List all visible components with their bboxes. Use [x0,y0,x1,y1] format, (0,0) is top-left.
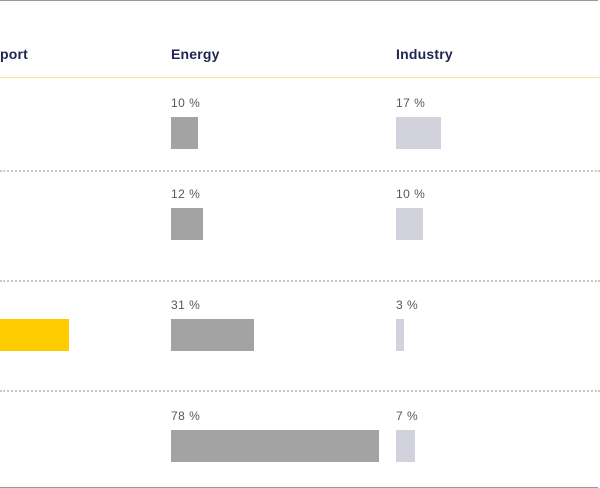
energy-value-label: 78 % [171,409,201,423]
industry-value-label: 17 % [396,96,426,110]
energy-bar [171,117,198,149]
energy-value-label: 10 % [171,96,201,110]
industry-bar [396,319,404,351]
column-header-transport: port [0,46,29,62]
row-divider [0,390,600,392]
industry-bar [396,208,423,240]
industry-value-label: 10 % [396,187,426,201]
header-rule [0,77,600,78]
column-header-energy: Energy [171,46,220,62]
transport-bar [0,319,69,351]
row-divider [0,170,600,172]
industry-value-label: 7 % [396,409,419,423]
energy-bar [171,319,254,351]
industry-value-label: 3 % [396,298,419,312]
industry-bar [396,430,415,462]
column-header-industry: Industry [396,46,453,62]
row-divider [0,280,600,282]
industry-bar [396,117,441,149]
energy-bar [171,430,379,462]
energy-bar [171,208,203,240]
energy-value-label: 12 % [171,187,201,201]
energy-value-label: 31 % [171,298,201,312]
